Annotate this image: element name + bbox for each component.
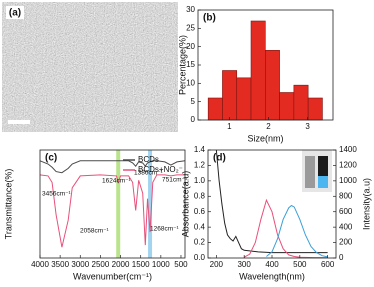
x-axis-label: Wavelength(nm) [239, 271, 305, 281]
annotation: 751cm⁻¹ [162, 177, 188, 184]
bar [222, 70, 238, 121]
y-axis-label: Transmittance(%) [3, 169, 13, 240]
panel-label: (d) [213, 153, 226, 164]
series-line [243, 198, 328, 259]
y-tick-label: 0.2 [194, 238, 206, 247]
x-tick-label: 200 [210, 260, 224, 269]
legend-label: BCDs [138, 155, 159, 164]
y-tick-label: 1.0 [194, 176, 206, 185]
panel-label: (b) [203, 13, 216, 24]
y-tick-label: 25 [186, 23, 195, 32]
label-box [6, 6, 24, 19]
y-tick-label: 1.2 [194, 161, 206, 170]
annotation: 1624cm⁻¹ [102, 178, 132, 185]
bar [236, 77, 252, 121]
y-tick-label: 0.8 [194, 191, 206, 200]
annotation: 3456cm⁻¹ [42, 191, 72, 198]
panel-label: (a) [9, 8, 21, 19]
y-tick-label: 0 [339, 253, 344, 262]
x-tick-label: 500 [293, 260, 307, 269]
x-tick-label: 4000 [31, 260, 49, 269]
y-axis-label: Absorbance(a.u) [180, 171, 190, 238]
y-tick-label: 30 [186, 5, 195, 14]
y-tick-label: 200 [339, 238, 353, 247]
legend-label: BCDs+NO₂⁻ [138, 165, 183, 174]
series-line [215, 149, 328, 254]
series-line [266, 204, 328, 258]
micrograph-texture [2, 2, 178, 132]
y-tick-label: 0.0 [194, 253, 206, 262]
vial-glow [318, 176, 328, 188]
y-tick-label: 600 [339, 207, 353, 216]
x-tick-label: 1 [227, 122, 232, 131]
annotation: 2058cm⁻¹ [80, 228, 110, 235]
y-tick-label: 1.4 [194, 145, 206, 154]
y-tick-label: 0 [191, 115, 196, 124]
y-tick-label: 1000 [339, 176, 357, 185]
x-tick-label: 3500 [51, 260, 69, 269]
y-tick-label: 20 [186, 42, 195, 51]
vial [305, 156, 315, 188]
x-axis-label: Wavenumber(cm⁻¹) [73, 271, 152, 281]
series-line [39, 160, 186, 174]
bar [250, 20, 266, 121]
y-tick-label: 10 [186, 78, 195, 87]
y-axis-label: Percentage(%) [177, 35, 187, 95]
x-tick-label: 3 [305, 122, 310, 131]
plot-frame [39, 149, 186, 259]
scale-bar [8, 120, 30, 124]
y-axis-label: Intensity(a.u) [361, 178, 371, 230]
y-tick-label: 400 [339, 222, 353, 231]
x-tick-label: 3000 [71, 260, 89, 269]
x-tick-label: 1500 [132, 260, 150, 269]
bar [293, 84, 309, 121]
y-tick-label: 5 [191, 97, 196, 106]
bar [265, 50, 280, 121]
panel-label: (c) [45, 153, 57, 164]
x-tick-label: 1000 [152, 260, 170, 269]
y-tick-label: 0.6 [194, 207, 206, 216]
x-tick-label: 300 [237, 260, 251, 269]
x-tick-label: 2500 [92, 260, 110, 269]
y-tick-label: 0.4 [194, 222, 206, 231]
bar [279, 92, 295, 121]
annotation: 1386cm⁻¹ [134, 170, 164, 177]
y-tick-label: 1200 [339, 161, 357, 170]
series-line [39, 174, 185, 248]
y-tick-label: 1400 [339, 145, 357, 154]
bar [307, 97, 323, 121]
inset-photo [302, 150, 332, 192]
vial [318, 156, 328, 176]
x-tick-label: 2000 [112, 260, 130, 269]
y-tick-label: 800 [339, 191, 353, 200]
x-tick-label: 600 [321, 260, 335, 269]
annotation: 1268cm⁻¹ [150, 226, 180, 233]
bar [207, 97, 223, 121]
x-axis-label: Size(nm) [247, 133, 283, 143]
x-tick-label: 2 [266, 122, 271, 131]
x-tick-label: 400 [265, 260, 279, 269]
x-tick-label: 500 [174, 260, 188, 269]
y-tick-label: 15 [186, 60, 195, 69]
